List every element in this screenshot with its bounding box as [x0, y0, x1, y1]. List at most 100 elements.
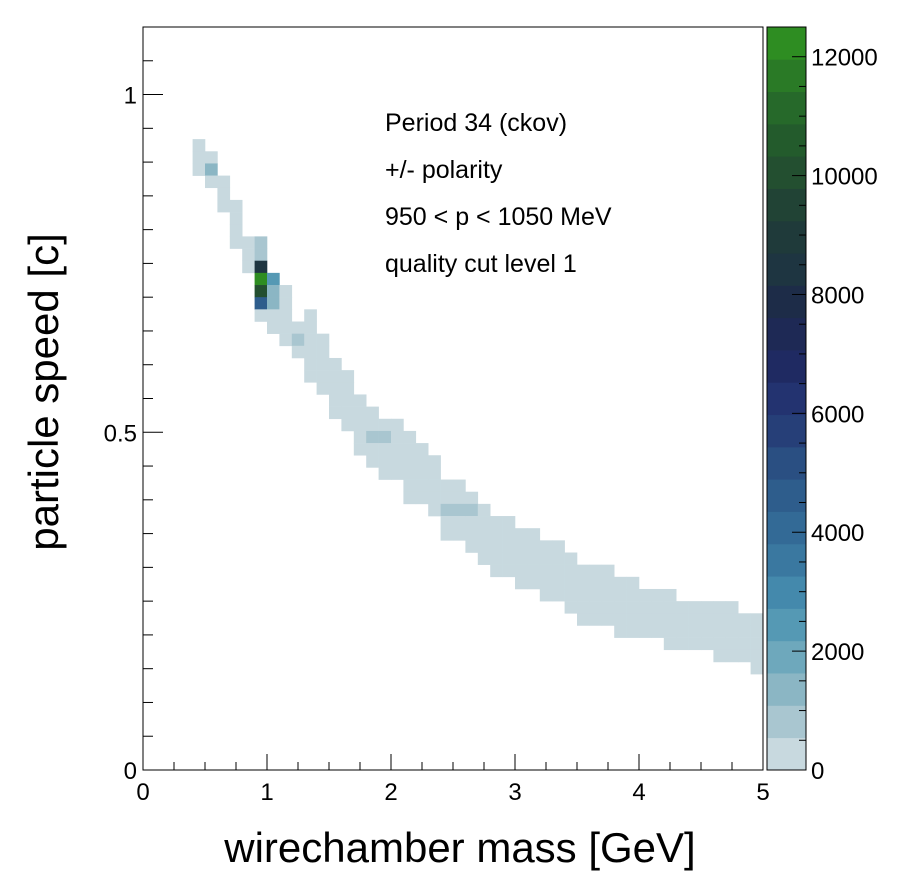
heatmap-cell [329, 382, 342, 395]
heatmap-cell [688, 637, 702, 651]
heatmap-cell [378, 443, 392, 456]
heatmap-cell [651, 613, 665, 626]
heatmap-cell [750, 661, 764, 675]
heatmap-cell [738, 613, 751, 626]
colorbar-segment [767, 156, 806, 189]
heatmap-cell [192, 163, 206, 176]
heatmap-cell [229, 212, 243, 225]
heatmap-cell [353, 406, 367, 420]
colorbar: 0 2000 4000 6000 8000 10000 12000 [766, 26, 878, 785]
heatmap-cell [316, 357, 330, 371]
x-tick-label: 0 [136, 779, 149, 806]
colorbar-segment [767, 640, 806, 674]
heatmap-cell [502, 552, 516, 565]
heatmap-cell [589, 576, 603, 590]
heatmap-cell [391, 467, 404, 480]
heatmap-cell [291, 345, 305, 359]
heatmap-cell [440, 503, 454, 517]
heatmap-cell [279, 321, 293, 334]
heatmap-cell [502, 516, 516, 529]
heatmap-cell [453, 516, 466, 529]
heatmap-cell [688, 625, 702, 638]
heatmap-cell [577, 576, 590, 590]
heatmap-cell [304, 345, 317, 359]
colorbar-frame [766, 26, 807, 771]
heatmap-cell [465, 516, 479, 529]
heatmap-cell [589, 564, 603, 578]
heatmap-cell [564, 601, 578, 614]
heatmap-cell [614, 576, 627, 590]
colorbar-tick-label: 4000 [811, 520, 864, 547]
heatmap-cell [601, 601, 615, 614]
heatmap-cell [577, 588, 590, 602]
heatmap-cell [676, 637, 689, 651]
colorbar-tick-label: 6000 [811, 401, 864, 428]
heatmap-cell [515, 552, 528, 565]
heatmap-cell [502, 528, 516, 541]
heatmap-cell [663, 601, 677, 614]
heatmap-cell [304, 309, 317, 322]
heatmap-cell [725, 637, 739, 651]
heatmap-cell [564, 576, 578, 590]
plot-frame [142, 26, 764, 771]
heatmap-cell [453, 528, 466, 541]
heatmap-cell [242, 248, 255, 262]
heatmap-cell [539, 564, 553, 578]
heatmap-cell [738, 637, 751, 651]
colorbar-segment [767, 543, 806, 577]
colorbar-tick-label: 2000 [811, 639, 864, 666]
heatmap-cell [453, 479, 466, 493]
x-tick-label: 1 [260, 779, 273, 806]
heatmap-cell [291, 321, 305, 334]
heatmap-cell [453, 491, 466, 505]
heatmap-cell [676, 601, 689, 614]
heatmap-cell [552, 540, 565, 553]
heatmap-cell [738, 625, 751, 638]
heatmap-cell [291, 333, 305, 347]
heatmap-cell [267, 321, 280, 334]
heatmap-cell [403, 443, 417, 456]
heatmap-cell [465, 503, 479, 517]
heatmap-cell [279, 333, 293, 347]
heatmap-cell [601, 613, 615, 626]
heatmap-cell [229, 224, 243, 237]
heatmap-cell [639, 613, 652, 626]
y-axis-title: particle speed [c] [20, 233, 67, 551]
heatmap-cell [614, 601, 627, 614]
x-axis: 0 1 2 3 4 5 [136, 754, 770, 806]
heatmap-cell [217, 199, 231, 213]
heatmap-cell [750, 613, 764, 626]
heatmap-cell [688, 601, 702, 614]
heatmap-cell [217, 187, 231, 201]
heatmap-cell [713, 601, 727, 614]
colorbar-segment [767, 737, 806, 771]
heatmap-cell [527, 552, 541, 565]
heatmap-cell [316, 333, 330, 347]
heatmap-cell [329, 406, 342, 420]
heatmap-cell [725, 613, 739, 626]
heatmap-cell [192, 151, 206, 164]
colorbar-segment [767, 350, 806, 383]
y-tick-label: 0 [124, 758, 137, 785]
colorbar-segment [767, 382, 806, 416]
heatmap-cell [428, 479, 441, 493]
heatmap-cell [701, 601, 714, 614]
heatmap-cell [490, 552, 503, 565]
heatmap-cell [341, 382, 355, 395]
heatmap-cell [651, 588, 665, 602]
heatmap-cell [725, 649, 739, 663]
heatmap-cell [589, 601, 603, 614]
heatmap-cell [490, 528, 503, 541]
heatmap-cell [614, 625, 627, 638]
heatmap-cells [192, 139, 764, 675]
heatmap-cell [713, 625, 727, 638]
colorbar-segment [767, 59, 806, 93]
heatmap-cell [391, 418, 404, 432]
heatmap-cell [366, 418, 379, 432]
heatmap-cell [527, 540, 541, 553]
x-tick-label: 2 [384, 779, 397, 806]
heatmap-cell [651, 601, 665, 614]
heatmap-cell [403, 467, 417, 480]
heatmap-cell [614, 588, 627, 602]
heatmap-cell [254, 236, 268, 249]
